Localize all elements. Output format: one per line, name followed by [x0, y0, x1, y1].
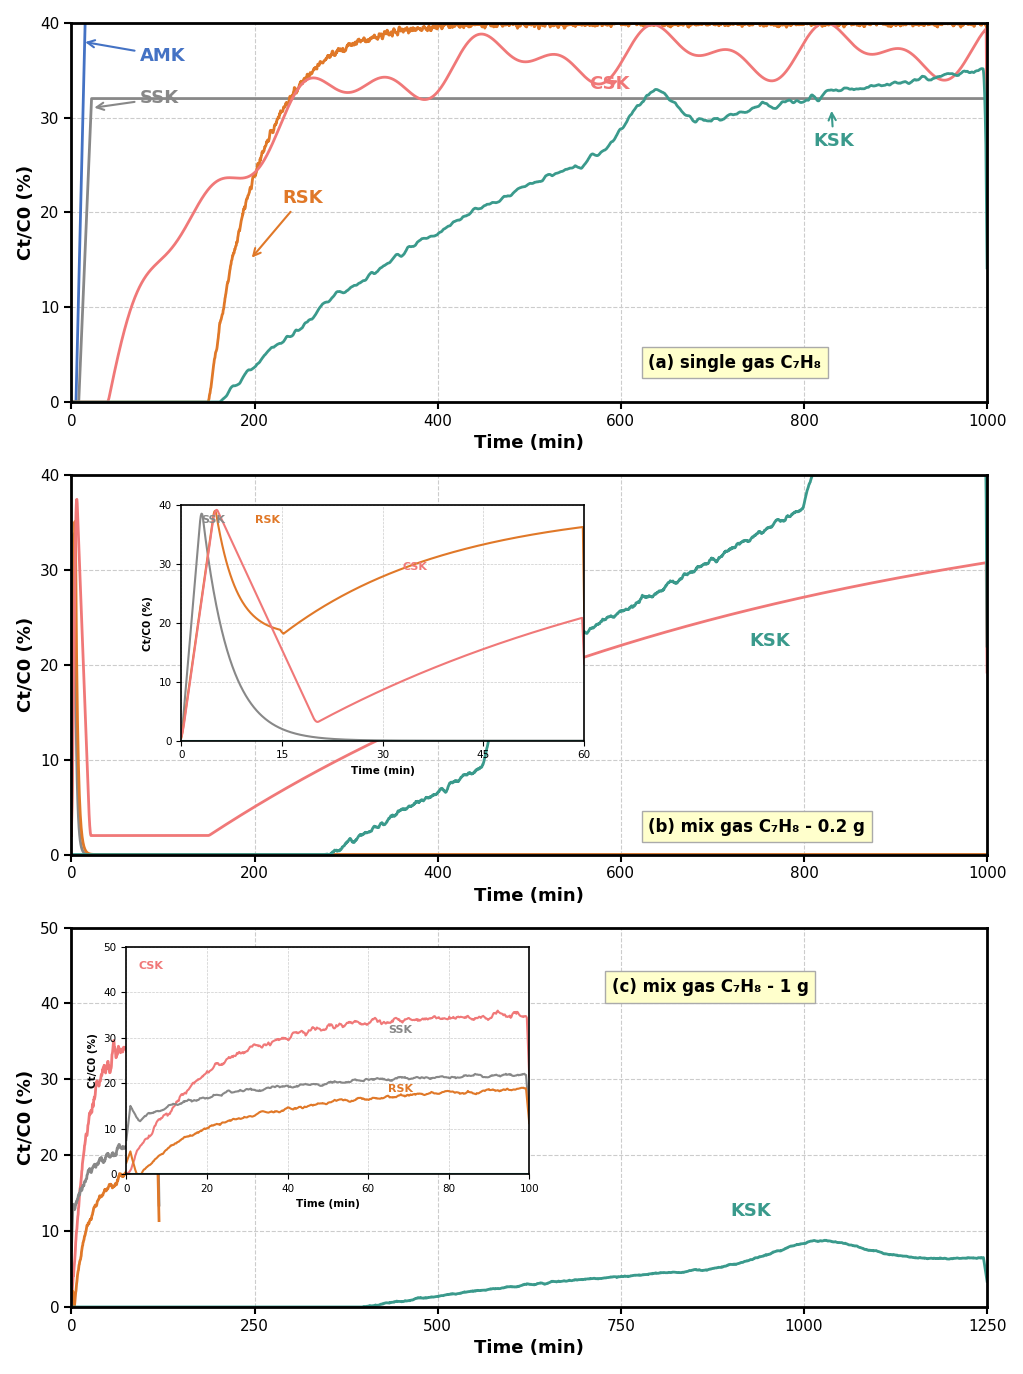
Text: AMK: AMK	[87, 40, 186, 65]
Text: KSK: KSK	[749, 632, 790, 650]
X-axis label: Time (min): Time (min)	[475, 886, 584, 905]
Text: (c) mix gas C₇H₈ - 1 g: (c) mix gas C₇H₈ - 1 g	[612, 978, 808, 996]
Y-axis label: Ct/C0 (%): Ct/C0 (%)	[16, 1070, 35, 1165]
Y-axis label: Ct/C0 (%): Ct/C0 (%)	[16, 165, 35, 260]
Text: KSK: KSK	[730, 1202, 771, 1220]
Text: SSK: SSK	[96, 89, 179, 110]
X-axis label: Time (min): Time (min)	[475, 1340, 584, 1358]
Text: RSK: RSK	[254, 188, 322, 256]
Text: (a) single gas C₇H₈: (a) single gas C₇H₈	[649, 353, 821, 372]
X-axis label: Time (min): Time (min)	[475, 434, 584, 452]
Text: (b) mix gas C₇H₈ - 0.2 g: (b) mix gas C₇H₈ - 0.2 g	[649, 818, 865, 835]
Text: KSK: KSK	[813, 113, 854, 150]
Y-axis label: Ct/C0 (%): Ct/C0 (%)	[16, 617, 35, 712]
Text: CSK: CSK	[589, 76, 629, 93]
